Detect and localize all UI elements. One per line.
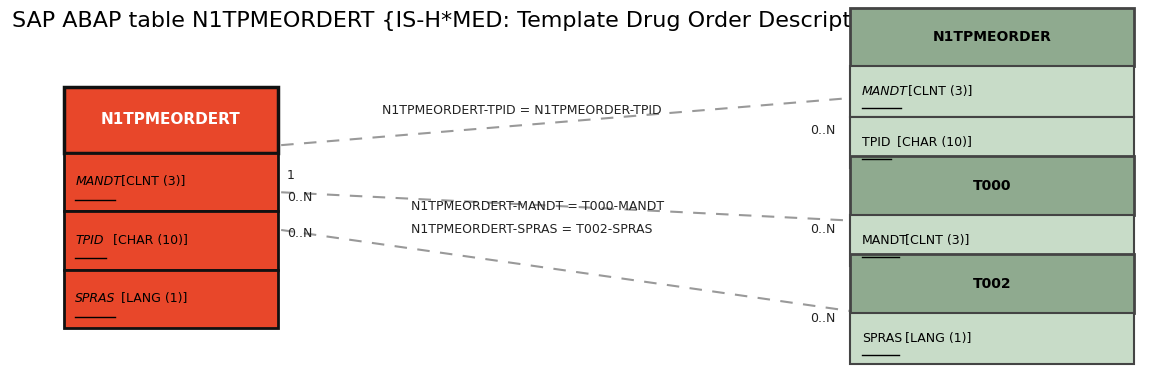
Text: 1: 1: [287, 169, 295, 182]
Text: T002: T002: [973, 277, 1011, 291]
Text: 0..N: 0..N: [810, 312, 835, 325]
FancyBboxPatch shape: [850, 215, 1134, 266]
FancyBboxPatch shape: [64, 153, 278, 211]
Text: T000: T000: [973, 179, 1011, 193]
FancyBboxPatch shape: [850, 117, 1134, 168]
FancyBboxPatch shape: [850, 8, 1134, 66]
Text: 0..N: 0..N: [810, 224, 835, 236]
FancyBboxPatch shape: [64, 87, 278, 153]
Text: 0..N: 0..N: [287, 227, 312, 240]
Text: SPRAS: SPRAS: [862, 332, 902, 345]
Text: 0..N: 0..N: [810, 124, 835, 136]
FancyBboxPatch shape: [850, 156, 1134, 215]
Text: [CLNT (3)]: [CLNT (3)]: [904, 85, 972, 98]
Text: [CLNT (3)]: [CLNT (3)]: [901, 234, 970, 247]
Text: MANDT: MANDT: [862, 234, 908, 247]
Text: [CLNT (3)]: [CLNT (3)]: [117, 175, 185, 188]
FancyBboxPatch shape: [850, 66, 1134, 117]
FancyBboxPatch shape: [850, 313, 1134, 364]
Text: [CHAR (10)]: [CHAR (10)]: [109, 234, 187, 247]
Text: 0..N: 0..N: [287, 192, 312, 204]
Text: [CHAR (10)]: [CHAR (10)]: [893, 136, 972, 149]
Text: N1TPMEORDERT-MANDT = T000-MANDT: N1TPMEORDERT-MANDT = T000-MANDT: [411, 200, 664, 213]
Text: TPID: TPID: [862, 136, 891, 149]
Text: SPRAS: SPRAS: [75, 292, 116, 305]
Text: SAP ABAP table N1TPMEORDERT {IS-H*MED: Template Drug Order Description}: SAP ABAP table N1TPMEORDERT {IS-H*MED: T…: [12, 11, 899, 31]
Text: N1TPMEORDERT-SPRAS = T002-SPRAS: N1TPMEORDERT-SPRAS = T002-SPRAS: [411, 223, 653, 236]
Text: N1TPMEORDERT-TPID = N1TPMEORDER-TPID: N1TPMEORDERT-TPID = N1TPMEORDER-TPID: [382, 104, 662, 117]
FancyBboxPatch shape: [850, 254, 1134, 313]
FancyBboxPatch shape: [64, 270, 278, 328]
Text: N1TPMEORDERT: N1TPMEORDERT: [101, 112, 241, 127]
Text: MANDT: MANDT: [862, 85, 908, 98]
Text: MANDT: MANDT: [75, 175, 121, 188]
Text: [LANG (1)]: [LANG (1)]: [117, 292, 187, 305]
Text: TPID: TPID: [75, 234, 104, 247]
Text: N1TPMEORDER: N1TPMEORDER: [933, 30, 1052, 44]
Text: [LANG (1)]: [LANG (1)]: [901, 332, 972, 345]
FancyBboxPatch shape: [64, 211, 278, 270]
